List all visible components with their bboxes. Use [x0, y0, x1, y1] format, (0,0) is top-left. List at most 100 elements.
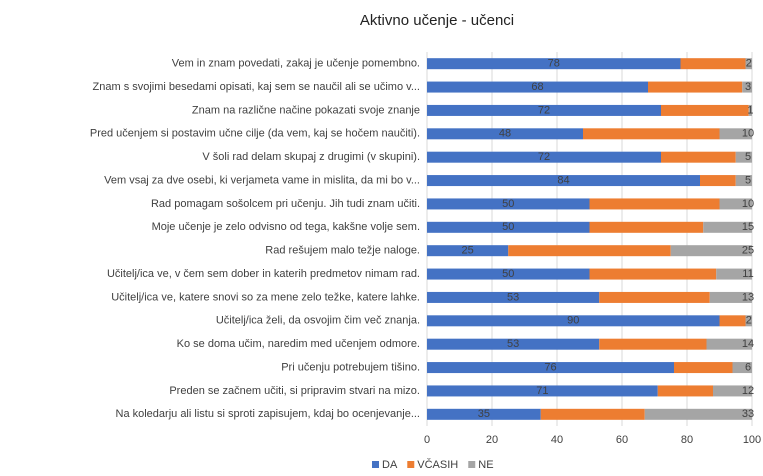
bar-segment	[427, 408, 541, 420]
category-label: Preden se začnem učiti, si pripravim stv…	[169, 385, 420, 397]
bar-segment	[589, 221, 704, 233]
data-label: 10	[742, 198, 754, 210]
data-label: 13	[742, 291, 754, 303]
category-label: V šoli rad delam skupaj z drugimi (v sku…	[202, 151, 420, 163]
bar-segment	[427, 338, 600, 350]
data-label: 3	[745, 81, 751, 93]
bar-segment	[719, 198, 752, 210]
data-label: 76	[544, 361, 556, 373]
bar-segment	[427, 221, 590, 233]
bar-segment	[427, 104, 661, 116]
bar-segment	[748, 104, 752, 116]
bar-segment	[713, 385, 752, 397]
bar-segment	[735, 151, 752, 163]
bar-segment	[703, 221, 752, 233]
category-label: Ko se doma učim, naredim med učenjem odm…	[177, 338, 420, 350]
bar-segment	[745, 315, 752, 327]
legend-label: VČASIH	[417, 458, 458, 471]
legend-swatch	[407, 461, 415, 468]
category-label: Vem in znam povedati, zakaj je učenje po…	[172, 58, 420, 70]
data-label: 68	[531, 81, 543, 93]
bar-segment	[583, 128, 720, 140]
bar-segment	[427, 81, 648, 93]
data-label: 33	[742, 408, 754, 420]
chart-title: Aktivno učenje - učenci	[360, 12, 514, 29]
bar-segment	[540, 408, 645, 420]
data-label: 5	[745, 151, 751, 163]
bar-segment	[427, 175, 700, 187]
data-label: 2	[746, 58, 752, 70]
category-label: Rad pomagam sošolcem pri učenju. Jih tud…	[151, 198, 420, 210]
bar-segment	[427, 245, 509, 257]
data-label: 15	[742, 221, 754, 233]
bar-segment	[508, 245, 671, 257]
bar-segment	[732, 362, 752, 374]
category-label: Znam s svojimi besedami opisati, kaj sem…	[93, 81, 420, 93]
bar-segment	[735, 175, 752, 187]
data-label: 48	[499, 128, 511, 140]
legend-swatch	[468, 461, 476, 468]
bar-segment	[745, 58, 752, 70]
bar-segment	[427, 128, 583, 140]
x-tick-label: 0	[424, 434, 430, 446]
bar-segment	[427, 362, 674, 374]
data-label: 5	[745, 174, 751, 186]
data-label: 35	[478, 408, 490, 420]
data-label: 11	[742, 268, 753, 280]
data-label: 78	[548, 58, 560, 70]
bar-segment	[589, 268, 717, 280]
x-tick-label: 60	[616, 434, 628, 446]
x-tick-label: 40	[551, 434, 563, 446]
data-label: 50	[502, 198, 514, 210]
bar-segment	[427, 291, 600, 303]
bar-segment	[427, 385, 658, 397]
data-label: 10	[742, 128, 754, 140]
category-label: Znam na različne načine pokazati svoje z…	[192, 104, 420, 116]
category-label: Pred učenjem si postavim učne cilje (da …	[90, 128, 420, 140]
data-label: 1	[747, 104, 753, 116]
bar-segment	[716, 268, 752, 280]
bar-segment	[427, 268, 590, 280]
data-label: 6	[745, 361, 751, 373]
bar-segment	[661, 151, 736, 163]
category-label: Učitelj/ica ve, v čem sem dober in kater…	[107, 268, 420, 280]
data-label: 50	[502, 268, 514, 280]
data-label: 53	[507, 338, 519, 350]
x-tick-label: 80	[681, 434, 693, 446]
bar-segment	[674, 362, 733, 374]
category-label: Moje učenje je zelo odvisno od tega, kak…	[152, 221, 420, 233]
category-label: Učitelj/ica želi, da osvojim čim več zna…	[216, 315, 420, 327]
data-label: 72	[538, 151, 550, 163]
category-label: Na koledarju ali listu si sproti zapisuj…	[116, 408, 421, 420]
category-label: Pri učenju potrebujem tišino.	[281, 361, 420, 373]
x-tick-label: 20	[486, 434, 498, 446]
bar-segment	[657, 385, 713, 397]
bar-segment	[742, 81, 752, 93]
x-tick-label: 100	[743, 434, 761, 446]
bar-segment	[661, 104, 749, 116]
data-label: 25	[742, 245, 754, 257]
data-label: 72	[538, 104, 550, 116]
bar-segment	[427, 198, 590, 210]
bar-segment	[599, 338, 707, 350]
bar-segment	[719, 128, 752, 140]
data-label: 90	[567, 315, 579, 327]
legend-swatch	[372, 461, 379, 468]
bar-segment	[709, 291, 752, 303]
bar-segment	[427, 315, 720, 327]
bar-segment	[644, 408, 752, 420]
data-label: 71	[536, 385, 548, 397]
category-label: Učitelj/ica ve, katere snovi so za mene …	[111, 291, 420, 303]
data-label: 25	[462, 245, 474, 257]
bar-segment	[719, 315, 746, 327]
data-label: 53	[507, 291, 519, 303]
bar-segment	[706, 338, 752, 350]
bar-segment	[599, 291, 710, 303]
data-label: 14	[742, 338, 754, 350]
bar-segment	[700, 175, 736, 187]
legend-label: NE	[478, 459, 493, 471]
legend-label: DA	[382, 459, 398, 471]
data-label: 12	[742, 385, 754, 397]
category-label: Vem vsaj za dve osebi, ki verjameta vame…	[104, 174, 420, 186]
